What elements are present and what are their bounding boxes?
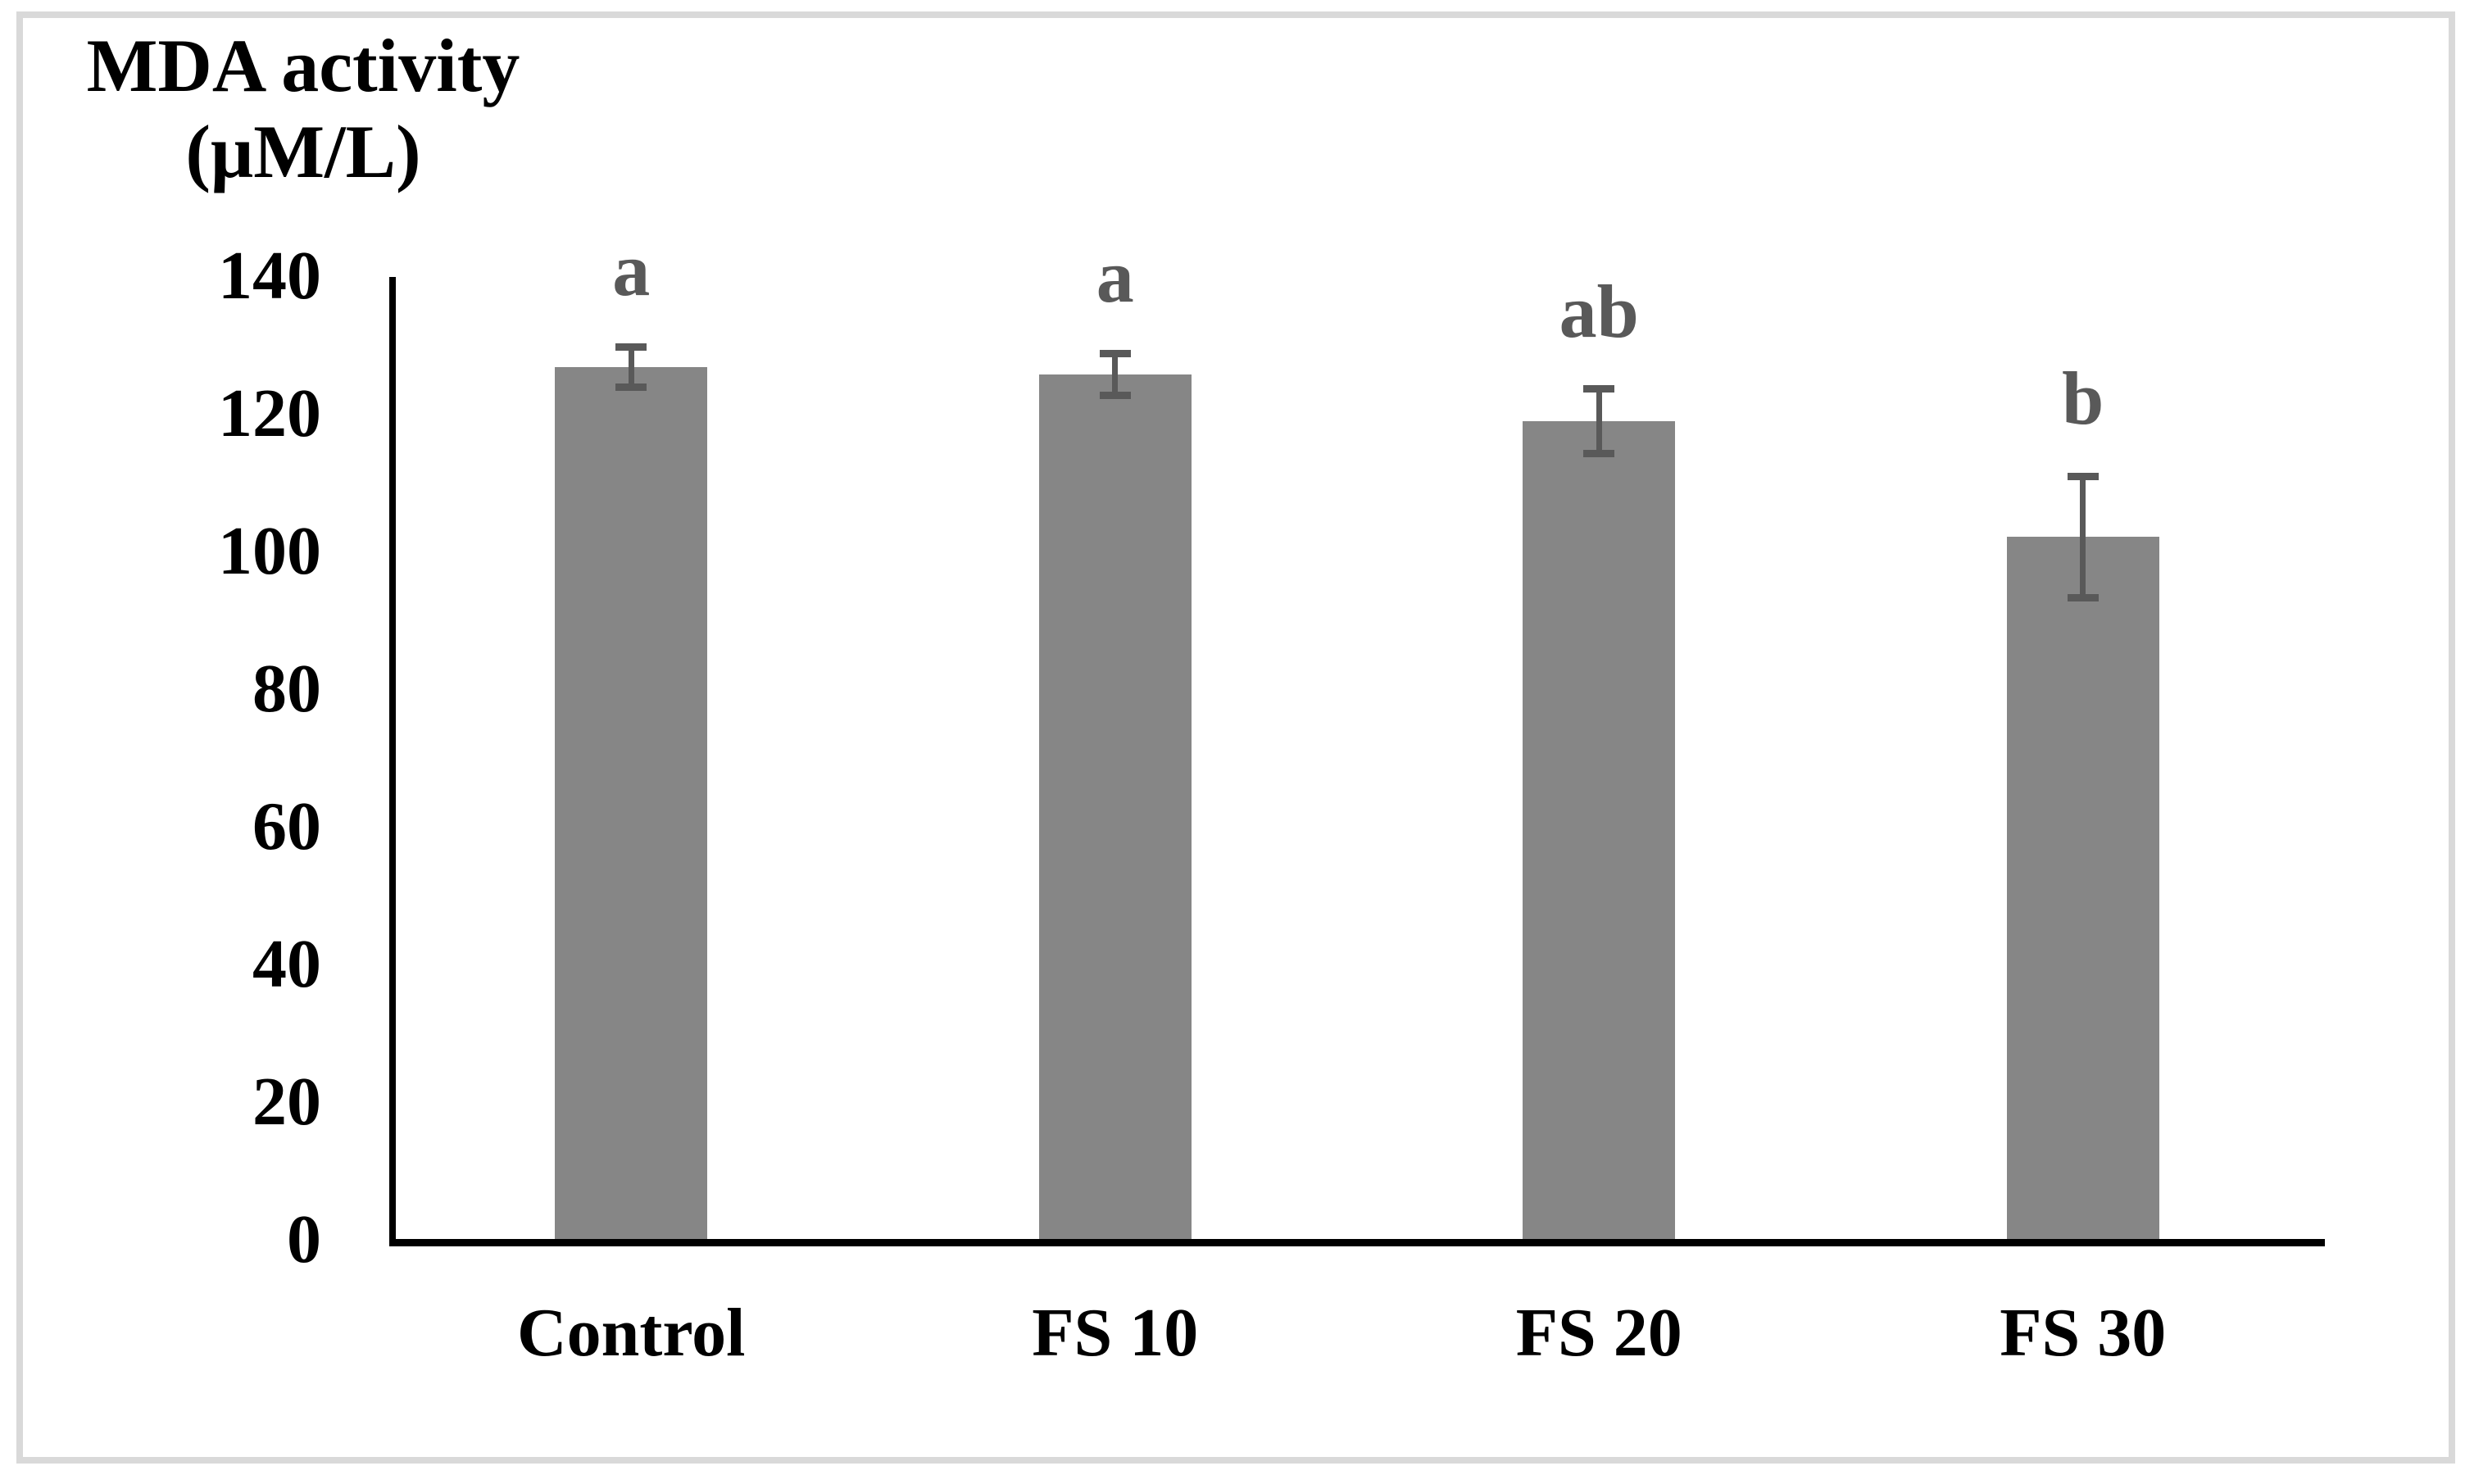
x-axis-label-fs-20: FS 20 bbox=[1515, 1295, 1682, 1371]
y-tick-label-120: 120 bbox=[218, 375, 321, 452]
error-bar-cap-top-fs-20 bbox=[1583, 385, 1615, 393]
chart-title-line1: MDA activity bbox=[86, 24, 520, 107]
y-tick-label-40: 40 bbox=[252, 926, 321, 1002]
y-tick-label-0: 0 bbox=[287, 1201, 321, 1278]
significance-letter-control: a bbox=[612, 227, 651, 311]
y-tick-label-140: 140 bbox=[218, 238, 321, 314]
y-tick-label-60: 60 bbox=[252, 788, 321, 865]
error-bar-cap-bottom-fs-20 bbox=[1583, 450, 1615, 458]
bar-fs-30 bbox=[2006, 537, 2159, 1239]
y-axis-line bbox=[389, 277, 396, 1246]
error-bar-cap-bottom-fs-30 bbox=[2067, 593, 2099, 601]
error-bar-cap-top-fs-30 bbox=[2067, 472, 2099, 480]
error-bar-cap-bottom-fs-10 bbox=[1099, 391, 1131, 399]
bar-control bbox=[555, 366, 708, 1239]
chart-title: MDA activity (μM/L) bbox=[57, 23, 549, 195]
y-tick-label-20: 20 bbox=[252, 1064, 321, 1140]
error-bar-line-fs-30 bbox=[2080, 476, 2086, 598]
x-axis-label-control: Control bbox=[517, 1295, 746, 1371]
error-bar-cap-bottom-control bbox=[615, 383, 647, 391]
error-bar-cap-top-fs-10 bbox=[1099, 350, 1131, 358]
chart-title-line2: (μM/L) bbox=[185, 109, 421, 193]
bar-fs-20 bbox=[1523, 421, 1676, 1239]
y-tick-label-80: 80 bbox=[252, 651, 321, 727]
x-axis-label-fs-30: FS 30 bbox=[2000, 1295, 2167, 1371]
y-tick-label-100: 100 bbox=[218, 513, 321, 589]
significance-letter-fs-30: b bbox=[2062, 356, 2104, 441]
error-bar-cap-top-control bbox=[615, 343, 647, 352]
significance-letter-fs-10: a bbox=[1096, 234, 1134, 318]
error-bar-line-fs-10 bbox=[1112, 353, 1119, 396]
error-bar-line-control bbox=[628, 347, 634, 388]
x-axis-label-fs-10: FS 10 bbox=[1032, 1295, 1199, 1371]
bar-fs-10 bbox=[1038, 374, 1192, 1239]
x-axis-line bbox=[389, 1239, 2325, 1246]
error-bar-line-fs-20 bbox=[1596, 388, 1602, 454]
significance-letter-fs-20: ab bbox=[1559, 269, 1639, 353]
figure-border bbox=[16, 11, 2455, 1464]
